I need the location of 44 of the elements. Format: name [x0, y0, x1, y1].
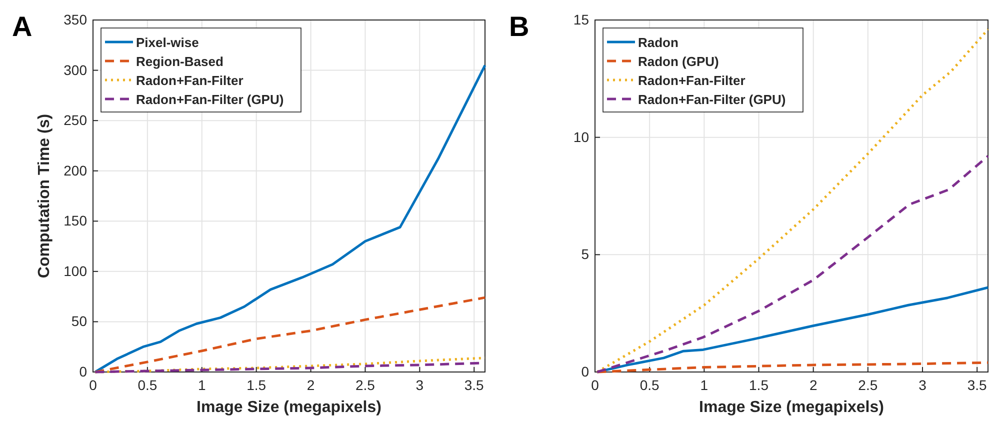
legend-label: Radon+Fan-Filter (GPU)	[638, 92, 786, 107]
x-tick-label: 2.5	[355, 376, 376, 393]
y-tick-label: 200	[64, 162, 88, 178]
y-tick-label: 350	[64, 11, 88, 28]
chart-title: B	[509, 11, 530, 42]
y-tick-label: 10	[573, 128, 590, 145]
line-series	[596, 28, 990, 374]
legend-label: Radon	[638, 35, 678, 50]
legend-label: Radon+Fan-Filter (GPU)	[136, 92, 284, 107]
x-tick-label: 2	[809, 376, 818, 393]
x-tick-label: 1.5	[749, 376, 769, 393]
line-series	[596, 154, 990, 374]
y-tick-label: 5	[581, 246, 590, 262]
x-tick-label: 3.5	[464, 376, 484, 393]
x-tick-label: 2	[306, 376, 315, 393]
y-axis-title: Computation Time (s)	[36, 114, 53, 278]
y-tick-label: 0	[79, 363, 88, 380]
x-tick-label: 3.5	[967, 376, 988, 393]
x-tick-label: 1	[198, 376, 206, 393]
x-axis-title: Image Size (megapixels)	[699, 399, 884, 416]
x-tick-label: 2.5	[858, 376, 878, 393]
y-tick-label: 50	[71, 313, 88, 330]
y-tick-label: 0	[581, 363, 590, 380]
legend-label: Radon+Fan-Filter	[136, 73, 244, 88]
x-tick-label: 0	[89, 376, 98, 393]
legend-label: Radon (GPU)	[638, 54, 719, 69]
x-tick-label: 0	[591, 376, 600, 393]
x-tick-label: 1.5	[246, 376, 266, 393]
y-tick-label: 100	[64, 262, 88, 279]
x-tick-label: 1	[700, 376, 708, 393]
legend-label: Radon+Fan-Filter	[638, 73, 746, 88]
line-series	[596, 361, 990, 374]
x-tick-label: 3	[918, 376, 927, 393]
y-tick-label: 15	[573, 11, 590, 28]
y-tick-label: 300	[64, 62, 88, 78]
y-tick-label: 250	[64, 112, 88, 128]
x-tick-label: 0.5	[640, 376, 660, 393]
x-axis-title: Image Size (megapixels)	[196, 399, 382, 416]
legend-label: Region-Based	[136, 54, 224, 69]
legend-label: Pixel-wise	[136, 35, 199, 50]
y-tick-label: 150	[64, 212, 88, 229]
x-tick-label: 3	[416, 376, 424, 393]
x-tick-label: 0.5	[138, 376, 158, 393]
chart-title: A	[12, 11, 32, 42]
